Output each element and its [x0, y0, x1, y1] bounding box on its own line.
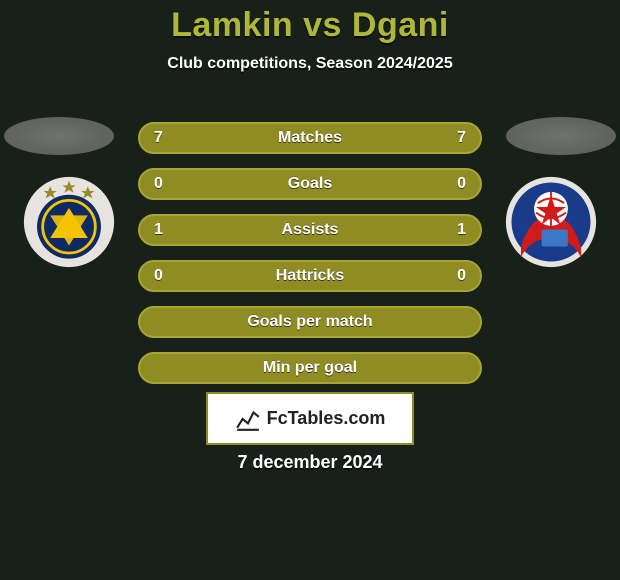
club-badge-left — [22, 175, 116, 269]
stat-rows: 7 Matches 7 0 Goals 0 1 Assists 1 0 Hatt… — [138, 122, 482, 398]
club-badge-right — [504, 175, 598, 269]
stat-label: Goals — [140, 175, 480, 193]
date-text: 7 december 2024 — [0, 452, 620, 473]
stat-row-assists: 1 Assists 1 — [138, 214, 482, 246]
stat-value-right: 7 — [457, 129, 466, 147]
stat-row-min-per-goal: Min per goal — [138, 352, 482, 384]
stat-value-right: 1 — [457, 221, 466, 239]
subtitle: Club competitions, Season 2024/2025 — [0, 55, 620, 73]
player-photo-left — [4, 117, 114, 155]
stat-row-goals-per-match: Goals per match — [138, 306, 482, 338]
stat-label: Hattricks — [140, 267, 480, 285]
comparison-card: Lamkin vs Dgani Club competitions, Seaso… — [0, 0, 620, 580]
page-title: Lamkin vs Dgani — [0, 6, 620, 45]
stat-row-matches: 7 Matches 7 — [138, 122, 482, 154]
stat-value-left: 1 — [154, 221, 163, 239]
stat-label: Min per goal — [140, 359, 480, 377]
source-text: FcTables.com — [267, 408, 386, 429]
stat-label: Matches — [140, 129, 480, 147]
stat-value-left: 7 — [154, 129, 163, 147]
stat-label: Goals per match — [140, 313, 480, 331]
stat-label: Assists — [140, 221, 480, 239]
stat-value-left: 0 — [154, 267, 163, 285]
stat-row-goals: 0 Goals 0 — [138, 168, 482, 200]
chart-icon — [235, 406, 261, 432]
player-photo-right — [506, 117, 616, 155]
source-banner: FcTables.com — [206, 392, 414, 445]
stat-value-right: 0 — [457, 267, 466, 285]
stat-value-left: 0 — [154, 175, 163, 193]
stat-row-hattricks: 0 Hattricks 0 — [138, 260, 482, 292]
stat-value-right: 0 — [457, 175, 466, 193]
